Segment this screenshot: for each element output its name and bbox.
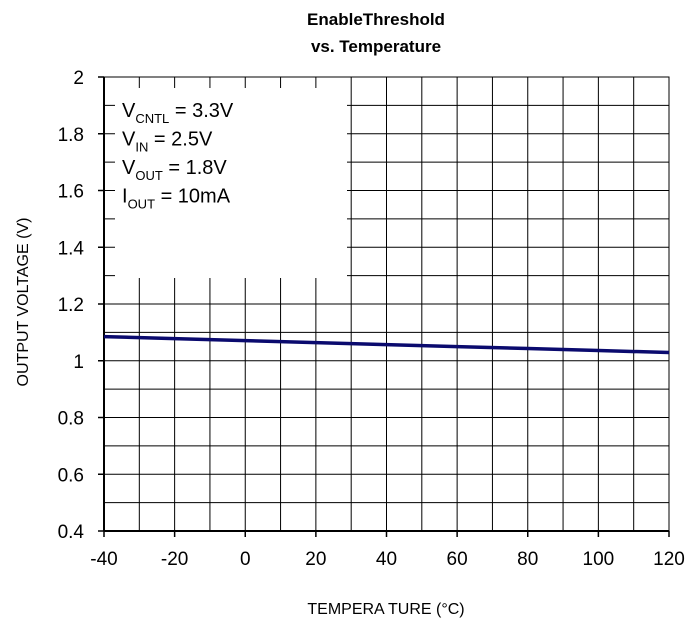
x-tick-label: -20 [161,549,188,570]
y-tick-label: 2 [73,68,84,89]
condition-label: VIN = 2.5V [122,129,213,155]
y-tick-label: 0.6 [58,465,84,486]
condition-value: = 1.8V [163,157,228,179]
condition-symbol: I [122,186,128,208]
series-line [103,334,670,355]
x-axis-label: TEMPERA TURE (°C) [307,601,464,618]
y-tick-label: 1.4 [58,238,85,259]
x-tick-label: 100 [583,549,615,570]
condition-value: = 10mA [155,186,231,208]
condition-value: = 2.5V [148,129,213,151]
chart-title-line-1: EnableThreshold [307,10,445,29]
condition-subscript: OUT [135,168,163,183]
y-tick-label: 1.8 [58,125,84,146]
x-tick-label: 60 [447,549,468,570]
y-tick-label: 1.2 [58,295,84,316]
condition-symbol: V [122,157,136,179]
condition-value: = 3.3V [169,100,234,122]
condition-subscript: OUT [128,197,156,212]
y-tick-label: 1 [73,352,84,373]
x-tick-label: 0 [240,549,251,570]
x-tick-label: -40 [90,549,117,570]
x-tick-label: 40 [376,549,397,570]
x-tick-label: 80 [517,549,538,570]
conditions-box [115,88,347,278]
condition-symbol: V [122,129,136,151]
condition-label: VOUT = 1.8V [122,157,227,183]
condition-label: VCNTL = 3.3V [122,100,234,126]
y-axis-label: OUTPUT VOLTAGE (V) [15,218,32,387]
condition-symbol: V [122,100,136,122]
x-tick-label: 120 [653,549,685,570]
series-layer [103,334,670,355]
condition-label: IOUT = 10mA [122,186,231,212]
y-tick-labels: 2 1.8 1.6 1.4 1.2 1 0.8 0.6 0.4 [58,68,85,543]
y-tick-label: 0.8 [58,409,84,430]
y-tick-label: 0.4 [58,522,85,543]
condition-subscript: CNTL [135,111,169,126]
x-tick-label: 20 [305,549,326,570]
chart-title-line-2: vs. Temperature [311,37,441,56]
y-tick-label: 1.6 [58,182,84,203]
axes [98,76,670,537]
x-tick-labels: -40 -20 0 20 40 60 80 100 120 [90,549,685,570]
condition-subscript: IN [135,140,148,155]
